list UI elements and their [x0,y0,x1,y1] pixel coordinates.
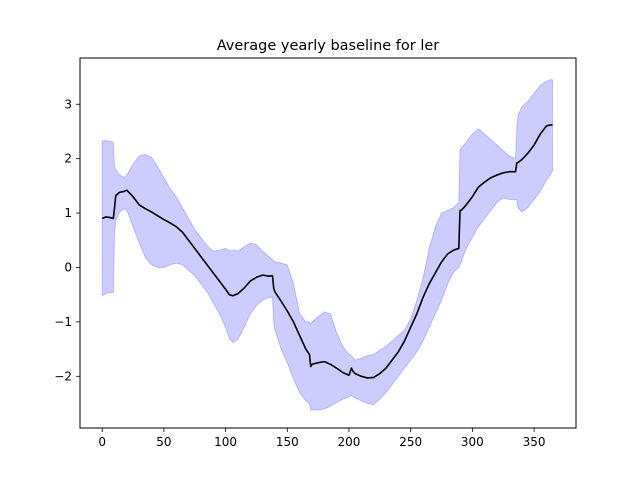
x-tick-label: 50 [156,435,171,449]
y-tick-label: 3 [64,97,72,111]
y-tick-label: 2 [64,152,72,166]
y-tick-label: −1 [54,315,72,329]
y-tick-label: 0 [64,260,72,274]
x-tick-label: 100 [214,435,237,449]
y-tick-label: −2 [54,369,72,383]
x-tick-label: 200 [338,435,361,449]
baseline-line [101,124,553,379]
x-tick-label: 350 [523,435,546,449]
y-tick-label: 1 [64,206,72,220]
chart-title: Average yearly baseline for ler [217,38,440,54]
x-tick-label: 300 [461,435,484,449]
x-tick-label: 150 [276,435,299,449]
x-tick-label: 0 [98,435,106,449]
x-tick-label: 250 [399,435,422,449]
plot-frame [79,57,577,429]
